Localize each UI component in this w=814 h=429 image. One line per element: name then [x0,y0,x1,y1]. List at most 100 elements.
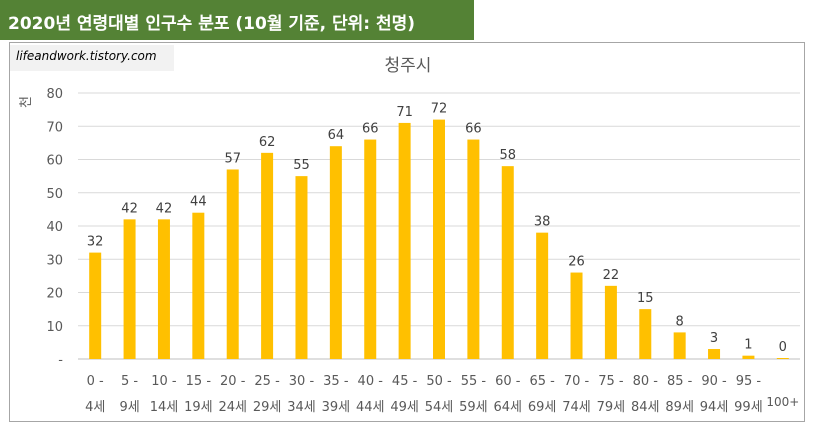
bar [433,119,445,359]
data-label: 55 [293,158,310,173]
data-label: 15 [637,291,654,306]
bar [536,232,549,359]
x-tick-label: 4세 [85,400,105,415]
data-label: 22 [603,268,620,283]
bar [329,146,342,359]
watermark-box: lifeandwork.tistory.com [10,45,174,71]
data-labels: 32 42 42 44 57 62 55 64 66 71 72 66 58 38 26 22 15 8 3 1 0 [87,102,787,355]
data-label: 3 [710,331,718,346]
bar [226,169,239,359]
bar [501,166,514,359]
y-tick-label: 70 [46,120,63,135]
data-label: 38 [534,215,551,230]
data-label: 71 [396,105,413,120]
bar [398,122,411,359]
x-tick-label: 74세 [562,400,591,415]
x-tick-label: 85 - [667,374,693,389]
x-tick-label: 14세 [150,400,179,415]
bar [708,349,721,359]
data-label: 0 [779,340,787,355]
bar [604,285,617,359]
bar [89,252,102,359]
y-tick-label: - [58,353,63,368]
bar [673,332,686,359]
bar [570,272,583,359]
x-tick-label: 59세 [459,400,488,415]
data-label: 58 [499,148,516,163]
x-tick-label: 45 - [392,374,418,389]
x-tick-label: 40 - [358,374,384,389]
x-tick-label: 24세 [218,400,247,415]
y-tick-label: 80 [46,87,63,102]
x-tick-label: 75 - [598,374,624,389]
chart-title: 청주시 [385,56,432,76]
x-tick-label: 69세 [528,400,557,415]
x-axis-ticks: 0 - 4세 5 - 9세 10 - 14세 15 - 19세 20 - 24세 25 - 29세 30… [85,374,799,415]
x-tick-label: 80 - [633,374,659,389]
data-label: 8 [676,314,684,329]
x-tick-label: 90 - [701,374,727,389]
x-tick-label: 50 - [426,374,452,389]
x-tick-label: 55 - [461,374,487,389]
x-tick-label: 95 - [736,374,762,389]
x-tick-label: 70 - [564,374,590,389]
x-tick-label: 100+ [766,395,799,409]
bar [364,139,377,359]
data-label: 64 [328,128,345,143]
data-label: 66 [362,122,379,137]
x-tick-label: 94세 [700,400,729,415]
watermark-text: lifeandwork.tistory.com [16,49,157,63]
page-title: 2020년 연령대별 인구수 분포 (10월 기준, 단위: 천명) [8,14,416,34]
title-banner: 2020년 연령대별 인구수 분포 (10월 기준, 단위: 천명) [0,0,474,40]
data-label: 57 [224,151,241,166]
bar [192,212,205,359]
x-tick-label: 19세 [184,400,213,415]
bar [157,219,170,359]
data-label: 72 [431,102,448,117]
x-tick-label: 84세 [631,400,660,415]
x-tick-label: 0 - [87,374,104,389]
x-tick-label: 34세 [287,400,316,415]
x-tick-label: 29세 [253,400,282,415]
bar [123,219,136,359]
bar [742,355,755,359]
x-tick-label: 64세 [494,400,523,415]
data-label: 32 [87,235,104,250]
y-tick-label: 30 [46,253,63,268]
x-tick-label: 44세 [356,400,385,415]
x-tick-label: 49세 [390,400,419,415]
y-tick-label: 10 [46,320,63,335]
data-label: 42 [156,201,173,216]
x-tick-label: 35 - [323,374,349,389]
x-tick-label: 5 - [121,374,138,389]
data-label: 62 [259,135,276,150]
x-tick-label: 89세 [665,400,694,415]
y-axis-label: 천 [19,96,34,108]
data-label: 66 [465,122,482,137]
data-label: 44 [190,195,207,210]
bar [639,309,652,359]
x-tick-label: 60 - [495,374,521,389]
y-tick-label: 20 [46,287,63,302]
bar [467,139,480,359]
bars [89,119,789,359]
x-tick-label: 79세 [597,400,626,415]
data-label: 26 [568,255,585,270]
x-tick-label: 39세 [322,400,351,415]
x-tick-label: 15 - [186,374,212,389]
x-tick-label: 99세 [734,400,763,415]
x-tick-label: 10 - [151,374,177,389]
bar [776,358,789,359]
x-tick-label: 25 - [254,374,280,389]
x-tick-label: 9세 [119,400,139,415]
x-tick-label: 54세 [425,400,454,415]
x-tick-label: 20 - [220,374,246,389]
data-label: 42 [121,201,138,216]
x-tick-label: 30 - [289,374,315,389]
y-axis-ticks: - 10 20 30 40 50 60 70 80 [46,87,63,368]
bar [295,176,308,359]
x-tick-label: 65 - [529,374,555,389]
y-tick-label: 60 [46,154,63,169]
y-tick-label: 40 [46,220,63,235]
